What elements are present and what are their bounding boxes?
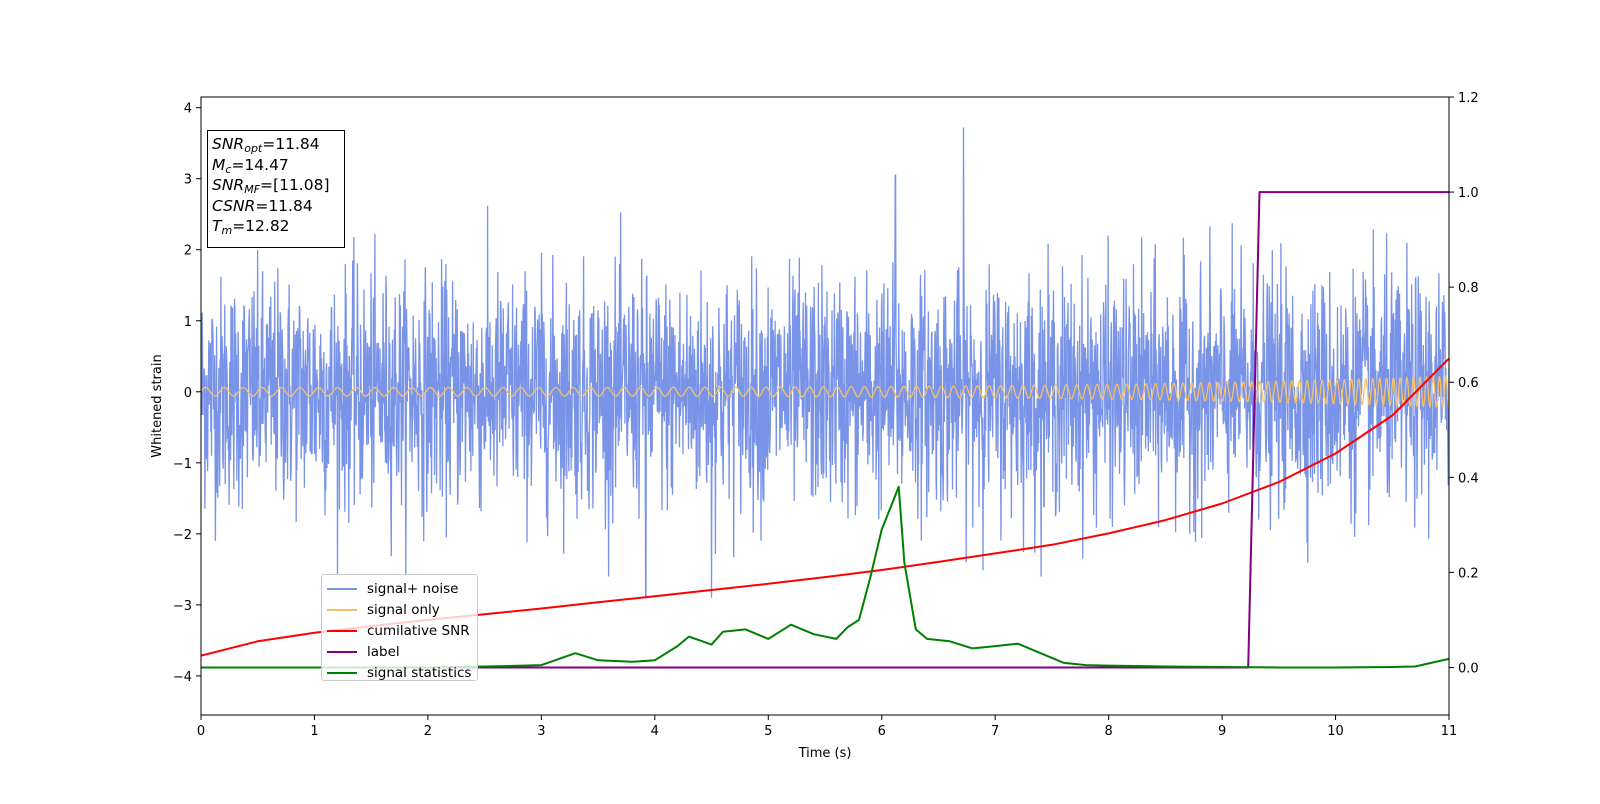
- x-tick-label: 2: [424, 724, 432, 739]
- legend-swatch: [327, 629, 357, 632]
- y-left-tick-label: 1: [184, 315, 192, 330]
- x-tick-label: 5: [764, 724, 772, 739]
- x-tick-label: 9: [1218, 724, 1226, 739]
- legend-item-signal-only: signal only: [327, 599, 472, 620]
- y-left-tick-label: 3: [184, 173, 192, 188]
- snr-opt-line: SNRopt=11.84: [212, 135, 320, 155]
- legend-swatch: [327, 587, 357, 590]
- x-tick-label: 3: [537, 724, 545, 739]
- x-tick-label: 7: [991, 724, 999, 739]
- y-right-tick-label: 1.0: [1458, 186, 1479, 201]
- legend-label: label: [367, 643, 400, 660]
- snr-info-box: SNRopt=11.84 Mc=14.47 SNRMF=[11.08] CSNR…: [207, 130, 345, 248]
- legend-item-label: label: [327, 641, 472, 662]
- x-tick-label: 8: [1104, 724, 1112, 739]
- legend: signal+ noise signal only cumilative SNR…: [321, 574, 478, 681]
- y-right-tick-label: 0.8: [1458, 281, 1479, 296]
- y-right-tick-label: 0.0: [1458, 661, 1479, 676]
- x-tick-label: 10: [1327, 724, 1344, 739]
- legend-label: signal only: [367, 601, 440, 618]
- legend-swatch: [327, 650, 357, 653]
- x-tick-label: 6: [878, 724, 886, 739]
- series-signal-statistics: [201, 485, 1449, 669]
- y-axis-right: 0.0 0.2 0.4 0.6 0.8 1.0 1.2: [1449, 91, 1479, 676]
- y-left-tick-label: −4: [173, 670, 192, 685]
- legend-label: signal+ noise: [367, 580, 459, 597]
- plot-frame: [200, 96, 1450, 716]
- series-signal-only: [201, 374, 1449, 409]
- legend-swatch: [327, 608, 357, 611]
- x-tick-label: 1: [310, 724, 318, 739]
- snr-mf-line: SNRMF=[11.08]: [212, 176, 330, 196]
- legend-label: signal statistics: [367, 664, 472, 681]
- y-axis-left: −4 −3 −2 −1 0 1 2 3 4: [173, 102, 201, 685]
- y-right-tick-label: 0.6: [1458, 376, 1479, 391]
- y-left-tick-label: 0: [184, 386, 192, 401]
- chirp-mass-line: Mc=14.47: [212, 155, 289, 176]
- y-left-tick-label: −1: [173, 457, 192, 472]
- legend-item-signal-noise: signal+ noise: [327, 578, 472, 599]
- legend-item-signal-statistics: signal statistics: [327, 662, 472, 683]
- x-tick-label: 11: [1441, 724, 1458, 739]
- y-left-tick-label: 4: [184, 102, 192, 117]
- y-right-tick-label: 0.4: [1458, 471, 1479, 486]
- y-left-tick-label: −3: [173, 599, 192, 614]
- tm-line: Tm=12.82: [212, 217, 290, 237]
- x-axis-label: Time (s): [798, 746, 852, 761]
- y-axis-label-left: Whitened strain: [150, 354, 165, 457]
- legend-item-cumulative-snr: cumilative SNR: [327, 620, 472, 641]
- x-tick-label: 4: [651, 724, 659, 739]
- x-tick-label: 0: [197, 724, 205, 739]
- csnr-line: CSNR=11.84: [212, 196, 313, 215]
- series-signal-noise: [201, 127, 1449, 599]
- x-axis: 0 1 2 3 4 5 6 7 8 9 10 11: [197, 715, 1457, 739]
- series-label: [201, 191, 1449, 669]
- y-left-tick-label: −2: [173, 528, 192, 543]
- legend-swatch: [327, 671, 357, 674]
- y-right-tick-label: 0.2: [1458, 566, 1479, 581]
- y-right-tick-label: 1.2: [1458, 91, 1479, 106]
- legend-label: cumilative SNR: [367, 622, 470, 639]
- y-left-tick-label: 2: [184, 244, 192, 259]
